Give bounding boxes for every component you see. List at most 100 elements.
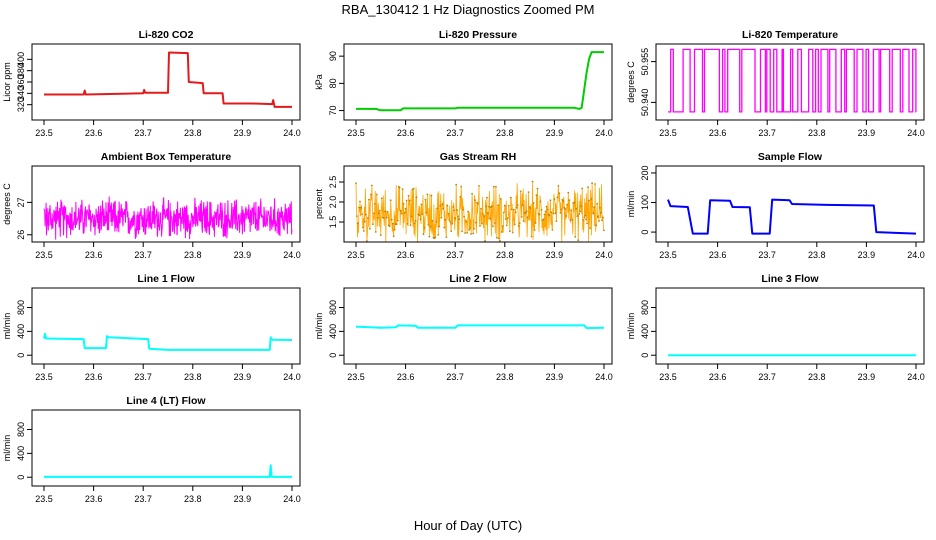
series-point-gas-stream-rh: [544, 210, 547, 213]
series-point-gas-stream-rh: [484, 240, 486, 242]
series-point-gas-stream-rh: [573, 201, 576, 204]
series-point-gas-stream-rh: [410, 215, 413, 218]
y-tick-label-li-820-pressure: 70: [328, 106, 338, 116]
series-point-gas-stream-rh: [377, 212, 380, 215]
series-point-gas-stream-rh: [525, 210, 528, 213]
x-tick-label-ambient-box-temperature: 23.5: [35, 250, 53, 260]
x-tick-label-line-4-lt-flow: 23.8: [184, 494, 202, 504]
panel-frame-gas-stream-rh: [343, 165, 613, 243]
y-tick-label-line-4-lt-flow: 0: [16, 475, 26, 480]
y-tick-label-line-4-lt-flow: 800: [16, 422, 26, 437]
panel-title-sample-flow: Sample Flow: [758, 151, 823, 163]
series-point-gas-stream-rh: [512, 208, 515, 211]
series-line-line-2-flow: [355, 324, 605, 330]
x-tick-label-sample-flow: 23.6: [709, 250, 727, 260]
series-point-gas-stream-rh: [369, 227, 371, 230]
series-point-gas-stream-rh: [463, 215, 465, 218]
series-point-gas-stream-rh: [380, 197, 383, 200]
series-point-gas-stream-rh: [563, 206, 566, 209]
y-tick-label-gas-stream-rh: 2.0: [328, 196, 338, 209]
series-point-gas-stream-rh: [402, 202, 405, 205]
series-point-gas-stream-rh: [404, 207, 407, 210]
series-point-gas-stream-rh: [567, 191, 570, 194]
series-point-gas-stream-rh: [458, 218, 461, 221]
series-point-gas-stream-rh: [504, 218, 507, 221]
series-point-gas-stream-rh: [360, 206, 362, 209]
x-tick-label-li-820-pressure: 23.9: [546, 128, 564, 138]
series-point-gas-stream-rh: [587, 186, 589, 189]
x-tick-label-line-4-lt-flow: 23.5: [35, 494, 53, 504]
series-point-gas-stream-rh: [533, 229, 536, 231]
series-point-gas-stream-rh: [582, 219, 585, 221]
series-point-gas-stream-rh: [355, 182, 357, 185]
series-point-gas-stream-rh: [477, 202, 479, 205]
series-point-gas-stream-rh: [447, 212, 450, 215]
series-point-gas-stream-rh: [446, 204, 449, 207]
series-point-gas-stream-rh: [497, 204, 499, 207]
panel-frame-ambient-box-temperature: [31, 165, 301, 243]
series-point-gas-stream-rh: [566, 203, 569, 206]
y-tick-label-li-820-co2: 400: [16, 52, 26, 67]
x-tick-label-li-820-temperature: 23.6: [709, 128, 727, 138]
x-tick-label-line-1-flow: 23.8: [184, 372, 202, 382]
series-point-gas-stream-rh: [532, 202, 535, 204]
x-tick-label-line-1-flow: 23.5: [35, 372, 53, 382]
series-point-gas-stream-rh: [578, 213, 581, 215]
series-point-gas-stream-rh: [459, 196, 462, 198]
x-tick-label-line-2-flow: 23.8: [496, 372, 514, 382]
series-point-gas-stream-rh: [423, 226, 426, 229]
series-point-gas-stream-rh: [501, 225, 504, 228]
series-point-gas-stream-rh: [406, 223, 409, 225]
series-point-gas-stream-rh: [549, 199, 552, 202]
series-point-gas-stream-rh: [595, 224, 597, 227]
series-point-gas-stream-rh: [389, 199, 392, 202]
x-tick-label-line-1-flow: 24.0: [283, 372, 301, 382]
series-point-gas-stream-rh: [464, 232, 466, 234]
plot-area-line-4-lt-flow: [44, 464, 292, 478]
panel-title-li-820-temperature: Li-820 Temperature: [742, 29, 838, 41]
series-point-gas-stream-rh: [442, 207, 445, 210]
series-point-gas-stream-rh: [579, 210, 582, 213]
series-point-gas-stream-rh: [589, 227, 591, 230]
series-point-gas-stream-rh: [470, 233, 472, 235]
panel-frame-sample-flow: [655, 165, 925, 243]
x-tick-label-line-2-flow: 23.6: [397, 372, 415, 382]
series-point-gas-stream-rh: [481, 222, 483, 225]
series-point-gas-stream-rh: [449, 221, 452, 223]
series-point-gas-stream-rh: [600, 211, 602, 214]
series-point-gas-stream-rh: [564, 208, 567, 210]
series-point-gas-stream-rh: [474, 199, 476, 202]
series-point-gas-stream-rh: [429, 225, 432, 228]
panel-sample-flow: Sample Flow ml/min 23.5 23.6 23.7 23.8 23.9 24.…: [626, 151, 925, 260]
x-tick-label-line-3-flow: 23.6: [709, 372, 727, 382]
y-tick-label-li-820-temperature: 50.955: [640, 48, 650, 76]
series-point-gas-stream-rh: [540, 209, 543, 211]
y-tick-label-line-3-flow: 400: [640, 324, 650, 339]
series-point-gas-stream-rh: [392, 235, 395, 238]
series-point-gas-stream-rh: [569, 219, 572, 221]
panel-title-gas-stream-rh: Gas Stream RH: [440, 151, 516, 163]
x-tick-label-li-820-temperature: 23.9: [858, 128, 876, 138]
x-tick-label-line-1-flow: 23.7: [134, 372, 152, 382]
series-point-gas-stream-rh: [560, 208, 563, 211]
x-tick-label-ambient-box-temperature: 23.7: [134, 250, 152, 260]
y-tick-label-li-820-co2: 380: [16, 63, 26, 78]
plot-area-line-2-flow: [355, 324, 605, 330]
y-tick-label-li-820-pressure: 80: [328, 78, 338, 88]
series-line-line-1-flow: [43, 332, 293, 351]
y-tick-label-sample-flow: 200: [640, 165, 650, 180]
y-label-li-820-temperature: degrees C: [626, 61, 636, 103]
x-tick-label-li-820-co2: 24.0: [283, 128, 301, 138]
series-point-gas-stream-rh: [499, 198, 502, 200]
series-point-gas-stream-rh: [455, 183, 458, 186]
series-point-gas-stream-rh: [368, 198, 370, 201]
series-point-gas-stream-rh: [438, 225, 441, 228]
series-point-gas-stream-rh: [439, 205, 442, 207]
series-point-gas-stream-rh: [565, 215, 568, 217]
series-point-gas-stream-rh: [583, 216, 586, 219]
x-tick-label-li-820-temperature: 23.7: [758, 128, 776, 138]
series-point-gas-stream-rh: [550, 211, 553, 214]
series-point-gas-stream-rh: [562, 200, 565, 203]
series-point-gas-stream-rh: [431, 220, 434, 222]
series-point-gas-stream-rh: [554, 212, 557, 215]
